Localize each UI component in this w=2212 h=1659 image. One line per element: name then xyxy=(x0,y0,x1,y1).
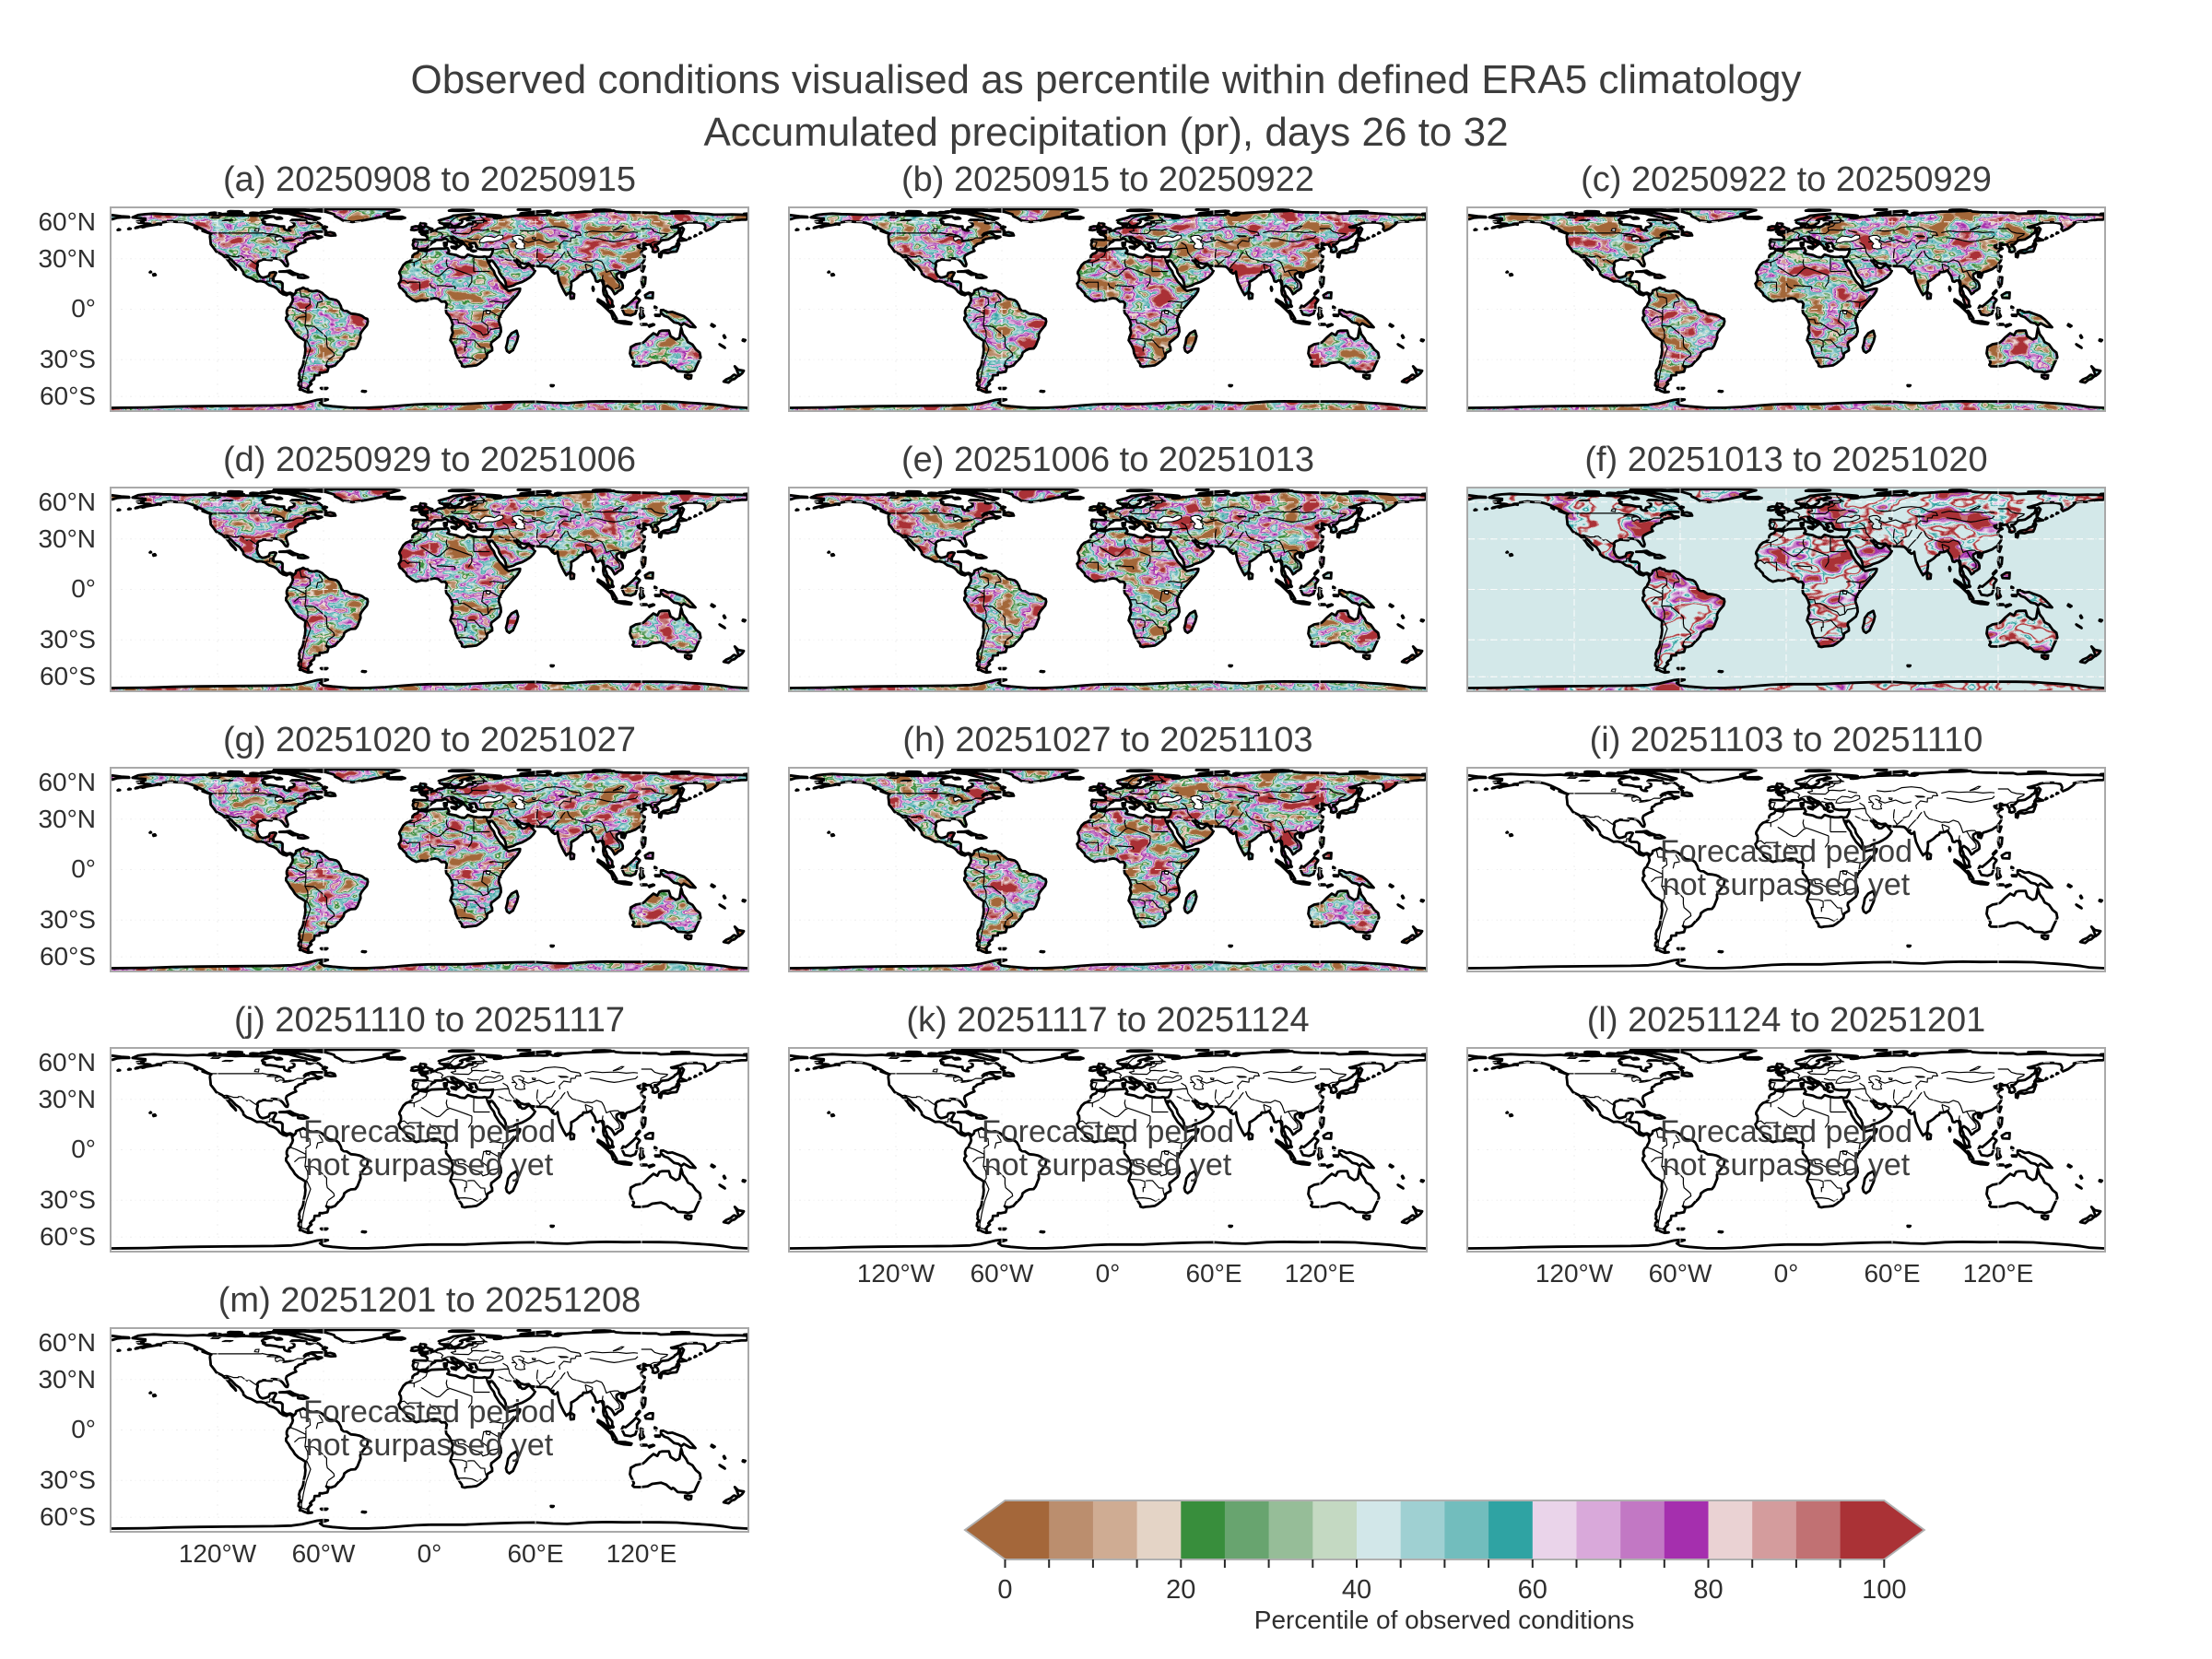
svg-text:40: 40 xyxy=(1342,1575,1371,1605)
svg-text:100: 100 xyxy=(1862,1575,1906,1605)
svg-text:80: 80 xyxy=(1693,1575,1723,1605)
svg-text:0: 0 xyxy=(997,1575,1012,1605)
svg-text:60: 60 xyxy=(1518,1575,1547,1605)
svg-text:20: 20 xyxy=(1166,1575,1195,1605)
